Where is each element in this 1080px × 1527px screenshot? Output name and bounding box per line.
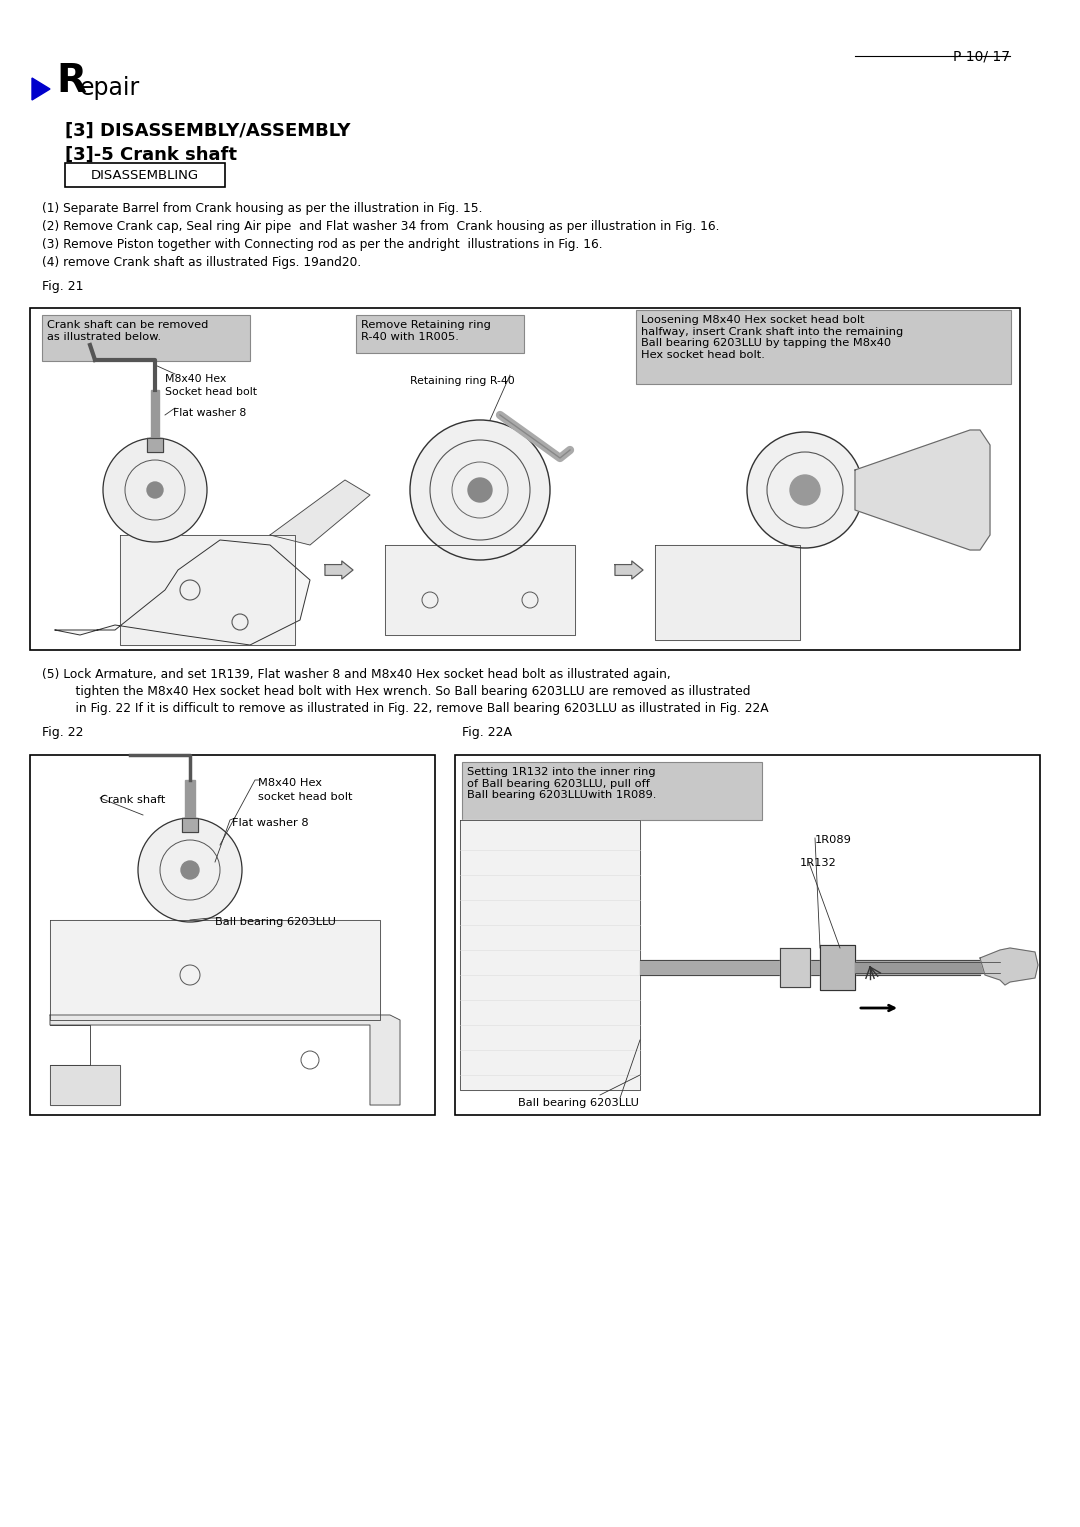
Text: DISASSEMBLING: DISASSEMBLING bbox=[91, 169, 199, 182]
Text: Retaining ring R-40: Retaining ring R-40 bbox=[410, 376, 515, 386]
Text: Ball bearing 6203LLU: Ball bearing 6203LLU bbox=[215, 918, 336, 927]
Text: Crank shaft can be removed
as illustrated below.: Crank shaft can be removed as illustrate… bbox=[48, 321, 208, 342]
Text: M8x40 Hex: M8x40 Hex bbox=[165, 374, 226, 383]
Polygon shape bbox=[151, 389, 159, 438]
Polygon shape bbox=[615, 560, 643, 579]
Bar bbox=[30, 308, 1020, 651]
Polygon shape bbox=[460, 820, 640, 1090]
Text: socket head bolt: socket head bolt bbox=[258, 793, 352, 802]
Bar bbox=[455, 754, 1040, 1115]
Text: R: R bbox=[56, 63, 86, 99]
Circle shape bbox=[103, 438, 207, 542]
Polygon shape bbox=[384, 545, 575, 635]
Text: Fig. 22: Fig. 22 bbox=[42, 725, 83, 739]
Text: (1) Separate Barrel from Crank housing as per the illustration in Fig. 15.: (1) Separate Barrel from Crank housing a… bbox=[42, 202, 483, 215]
Polygon shape bbox=[50, 919, 380, 1020]
Circle shape bbox=[789, 475, 820, 505]
Polygon shape bbox=[32, 78, 50, 99]
Text: [3] DISASSEMBLY/ASSEMBLY: [3] DISASSEMBLY/ASSEMBLY bbox=[65, 122, 351, 140]
Polygon shape bbox=[654, 545, 800, 640]
Bar bbox=[462, 762, 762, 820]
Circle shape bbox=[468, 478, 492, 502]
Polygon shape bbox=[50, 1015, 400, 1106]
Text: (2) Remove Crank cap, Seal ring Air pipe  and Flat washer 34 from  Crank housing: (2) Remove Crank cap, Seal ring Air pipe… bbox=[42, 220, 719, 234]
Polygon shape bbox=[55, 541, 310, 644]
Polygon shape bbox=[120, 534, 295, 644]
Polygon shape bbox=[820, 945, 855, 989]
Bar bbox=[65, 163, 225, 186]
Circle shape bbox=[747, 432, 863, 548]
Text: M8x40 Hex: M8x40 Hex bbox=[258, 777, 322, 788]
Polygon shape bbox=[183, 818, 198, 832]
Polygon shape bbox=[147, 438, 163, 452]
Polygon shape bbox=[980, 948, 1038, 985]
Polygon shape bbox=[270, 479, 370, 545]
Text: tighten the M8x40 Hex socket head bolt with Hex wrench. So Ball bearing 6203LLU : tighten the M8x40 Hex socket head bolt w… bbox=[60, 686, 751, 698]
Circle shape bbox=[138, 818, 242, 922]
Polygon shape bbox=[855, 962, 1000, 973]
Text: Fig. 22A: Fig. 22A bbox=[462, 725, 512, 739]
Text: in Fig. 22 If it is difficult to remove as illustrated in Fig. 22, remove Ball b: in Fig. 22 If it is difficult to remove … bbox=[60, 702, 769, 715]
Text: (4) remove Crank shaft as illustrated Figs. 19and20.: (4) remove Crank shaft as illustrated Fi… bbox=[42, 257, 361, 269]
Polygon shape bbox=[185, 780, 195, 818]
Text: Crank shaft: Crank shaft bbox=[100, 796, 165, 805]
Text: P 10/ 17: P 10/ 17 bbox=[953, 50, 1010, 64]
Text: (5) Lock Armature, and set 1R139, Flat washer 8 and M8x40 Hex socket head bolt a: (5) Lock Armature, and set 1R139, Flat w… bbox=[42, 667, 671, 681]
Polygon shape bbox=[780, 948, 810, 986]
Polygon shape bbox=[855, 431, 990, 550]
Polygon shape bbox=[50, 1064, 120, 1106]
Polygon shape bbox=[325, 560, 353, 579]
Text: Ball bearing 6203LLU: Ball bearing 6203LLU bbox=[518, 1098, 639, 1109]
Text: Loosening M8x40 Hex socket head bolt
halfway, insert Crank shaft into the remain: Loosening M8x40 Hex socket head bolt hal… bbox=[642, 315, 903, 360]
Bar bbox=[356, 315, 524, 353]
Bar bbox=[30, 754, 435, 1115]
Bar bbox=[42, 315, 249, 360]
Bar bbox=[636, 310, 1011, 383]
Text: Remove Retaining ring
R-40 with 1R005.: Remove Retaining ring R-40 with 1R005. bbox=[361, 321, 491, 342]
Text: 1R132: 1R132 bbox=[800, 858, 837, 867]
Text: Socket head bolt: Socket head bolt bbox=[165, 386, 257, 397]
Text: Fig. 21: Fig. 21 bbox=[42, 279, 83, 293]
Text: Flat washer 8: Flat washer 8 bbox=[232, 818, 309, 828]
Text: Flat washer 8: Flat washer 8 bbox=[173, 408, 246, 418]
Text: epair: epair bbox=[80, 76, 140, 99]
Text: Setting 1R132 into the inner ring
of Ball bearing 6203LLU, pull off
Ball bearing: Setting 1R132 into the inner ring of Bal… bbox=[467, 767, 657, 800]
Circle shape bbox=[181, 861, 199, 880]
Text: 1R089: 1R089 bbox=[815, 835, 852, 844]
Circle shape bbox=[147, 483, 163, 498]
Circle shape bbox=[410, 420, 550, 560]
Polygon shape bbox=[640, 960, 980, 976]
Text: (3) Remove Piston together with Connecting rod as per the andright  illustration: (3) Remove Piston together with Connecti… bbox=[42, 238, 603, 250]
Text: [3]-5 Crank shaft: [3]-5 Crank shaft bbox=[65, 147, 237, 163]
